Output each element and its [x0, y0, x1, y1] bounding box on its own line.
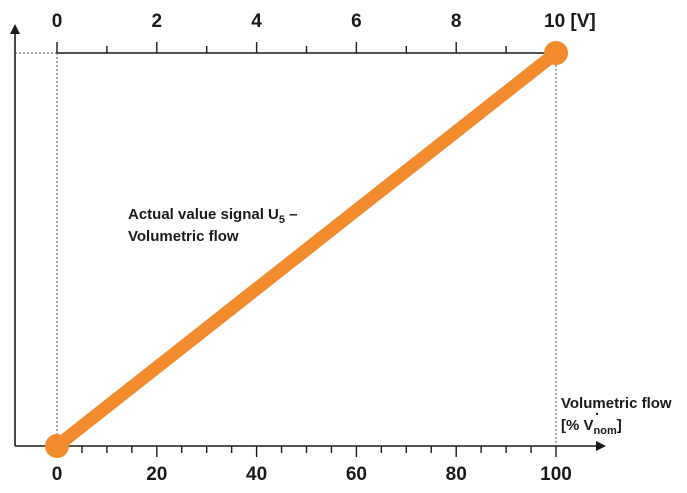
series-label-line2: Volumetric flow — [128, 228, 239, 245]
series-label-prefix: Actual value signal U — [128, 206, 279, 223]
top-tick-label: 10 [V] — [544, 11, 596, 32]
x-axis-label-dot: · — [595, 406, 600, 423]
series-label-line1: Actual value signal U5 – — [128, 206, 302, 226]
x-tick-label: 80 — [446, 464, 467, 485]
top-tick-label: 8 — [451, 11, 462, 32]
x-tick-label: 20 — [146, 464, 167, 485]
x-axis-label-line1: Volumetric flow — [561, 395, 672, 412]
series-label-subscript: 5 — [279, 214, 285, 226]
top-tick-label: 0 — [52, 11, 63, 32]
tick-labels-bottom: 0 20 40 60 80 100 — [52, 464, 572, 485]
series-label: Actual value signal U5 – Volumetric flow — [128, 206, 302, 245]
x-tick-label: 0 — [52, 464, 63, 485]
x-tick-label: 100 — [540, 464, 572, 485]
top-tick-label: 2 — [152, 11, 163, 32]
x-tick-label: 60 — [346, 464, 367, 485]
tick-labels-top: 0 2 4 6 8 10 [V] — [52, 11, 596, 32]
x-axis-label-suffix: ] — [617, 417, 622, 434]
x-axis-label: Volumetric flow [% Vnom] — [561, 395, 676, 437]
x-axis-label-subscript: nom — [594, 425, 617, 437]
data-point — [544, 41, 568, 65]
x-axis-label-prefix: [% V — [561, 417, 594, 434]
ticks-top — [56, 42, 557, 53]
x-axis-label-line2: [% Vnom] — [561, 417, 622, 437]
series-group — [45, 41, 568, 458]
series-line — [50, 46, 563, 453]
top-tick-label: 6 — [351, 11, 362, 32]
data-point — [45, 434, 69, 458]
x-tick-label: 40 — [246, 464, 267, 485]
ticks-bottom — [56, 446, 557, 457]
series-label-suffix: – — [285, 206, 298, 223]
top-tick-label: 4 — [251, 11, 262, 32]
